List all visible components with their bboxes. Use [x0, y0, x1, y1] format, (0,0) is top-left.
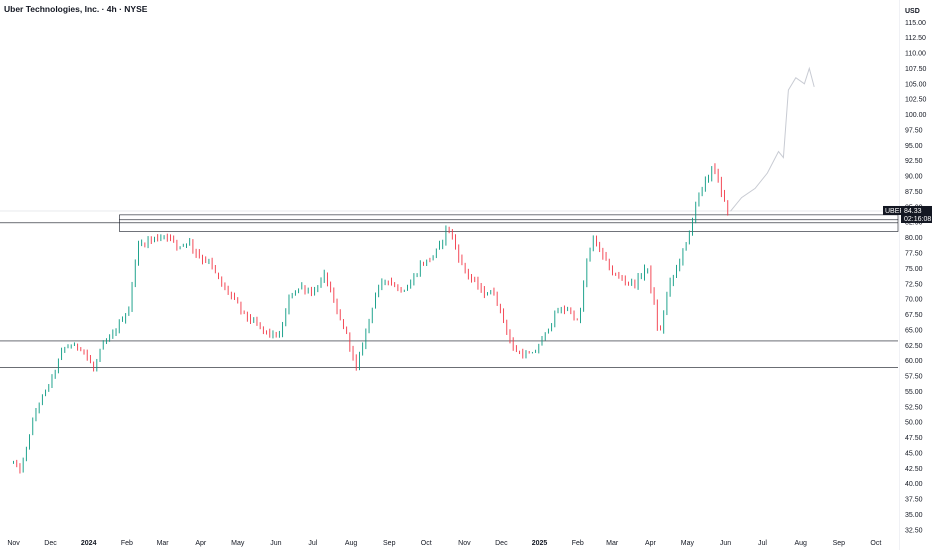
- horizontal-levels: [0, 210, 898, 368]
- price-tick-label: 45.00: [905, 450, 923, 457]
- time-tick-label: Aug: [794, 540, 807, 547]
- price-tag-text: 84.33: [904, 208, 922, 215]
- price-tick-label: 105.00: [905, 81, 927, 88]
- price-tick-label: 97.50: [905, 127, 923, 134]
- price-tick-label: 67.50: [905, 312, 923, 319]
- price-tick-label: 65.00: [905, 327, 923, 334]
- price-tick-label: 77.50: [905, 251, 923, 258]
- price-tick-label: 82.50: [905, 220, 923, 227]
- symbol-tag: [883, 205, 901, 215]
- time-tick-label: Mar: [606, 540, 619, 547]
- time-tick-label: May: [681, 540, 695, 547]
- time-tick-label: Sep: [383, 540, 396, 547]
- zone-box-1: [119, 219, 899, 232]
- time-tick-label: 2025: [532, 540, 548, 547]
- price-tick-label: 100.00: [905, 112, 927, 119]
- price-tick-label: 32.50: [905, 527, 923, 534]
- price-axis[interactable]: USD 32.50 35.00 37.50 40.00 42.50 45.00 47.50 50…: [900, 0, 932, 550]
- price-tick-label: 62.50: [905, 343, 923, 350]
- price-tick-label: 110.00: [905, 51, 926, 58]
- price-tick-label: 50.00: [905, 420, 923, 427]
- time-tick-label: Apr: [195, 540, 207, 547]
- time-tick-label: Nov: [458, 540, 471, 547]
- support-resistance-zones: [119, 214, 899, 232]
- time-tick-label: Feb: [121, 540, 133, 547]
- price-tag: [901, 205, 932, 223]
- time-tick-label: Sep: [833, 540, 846, 547]
- time-tick-label: Aug: [345, 540, 358, 547]
- price-tick-label: 87.50: [905, 189, 923, 196]
- price-tick-label: 72.50: [905, 281, 923, 288]
- time-tick-label: Jul: [308, 540, 317, 547]
- price-tick-label: 47.50: [905, 435, 923, 442]
- price-tick-label: 95.00: [905, 143, 923, 150]
- price-tick-label: 40.00: [905, 481, 923, 488]
- time-tick-label: 2024: [81, 540, 97, 547]
- time-tick-label: Nov: [7, 540, 20, 547]
- price-tick-label: 80.00: [905, 235, 923, 242]
- time-tick-label: Oct: [870, 540, 881, 547]
- time-tick-label: Jun: [720, 540, 731, 547]
- time-tick-label: Mar: [157, 540, 170, 547]
- time-tick-label: Jun: [270, 540, 281, 547]
- price-tick-label: 37.50: [905, 497, 923, 504]
- chart-title: Uber Technologies, Inc. · 4h · NYSE: [4, 4, 148, 14]
- price-tick-label: 107.50: [905, 66, 927, 73]
- time-tick-label: Dec: [495, 540, 508, 547]
- price-tick-label: 75.00: [905, 266, 923, 273]
- price-tick-label: 90.00: [905, 174, 923, 181]
- price-tick-label: 57.50: [905, 374, 923, 381]
- price-tick-label: 112.50: [905, 35, 926, 42]
- time-axis[interactable]: Nov Dec 2024 Feb Mar Apr May Jun Jul Aug Sep Oct Nov…: [7, 540, 881, 547]
- time-tick-label: Apr: [645, 540, 657, 547]
- currency-label: USD: [905, 8, 920, 15]
- price-axis-bg: [900, 0, 932, 550]
- countdown-text: 02:16:08: [904, 216, 931, 223]
- price-tick-label: 115.00: [905, 20, 926, 27]
- price-tick-label: 52.50: [905, 404, 923, 411]
- candlestick-series: [13, 163, 729, 474]
- projection-path: [730, 66, 815, 212]
- time-tick-label: Jul: [758, 540, 767, 547]
- price-tick-label: 55.00: [905, 389, 923, 396]
- time-tick-label: Feb: [572, 540, 584, 547]
- price-tick-label: 60.00: [905, 358, 923, 365]
- price-tick-label: 102.50: [905, 97, 927, 104]
- time-tick-label: May: [231, 540, 245, 547]
- price-tick-label: 92.50: [905, 158, 923, 165]
- price-tick-label: 35.00: [905, 512, 923, 519]
- time-tick-label: Dec: [44, 540, 57, 547]
- price-tick-label: 42.50: [905, 466, 923, 473]
- price-tick-label: 70.00: [905, 297, 923, 304]
- projection-line: [730, 66, 815, 212]
- symbol-tag-text: UBER: [885, 208, 904, 215]
- time-tick-label: Oct: [421, 540, 432, 547]
- zone-box-0: [119, 214, 899, 221]
